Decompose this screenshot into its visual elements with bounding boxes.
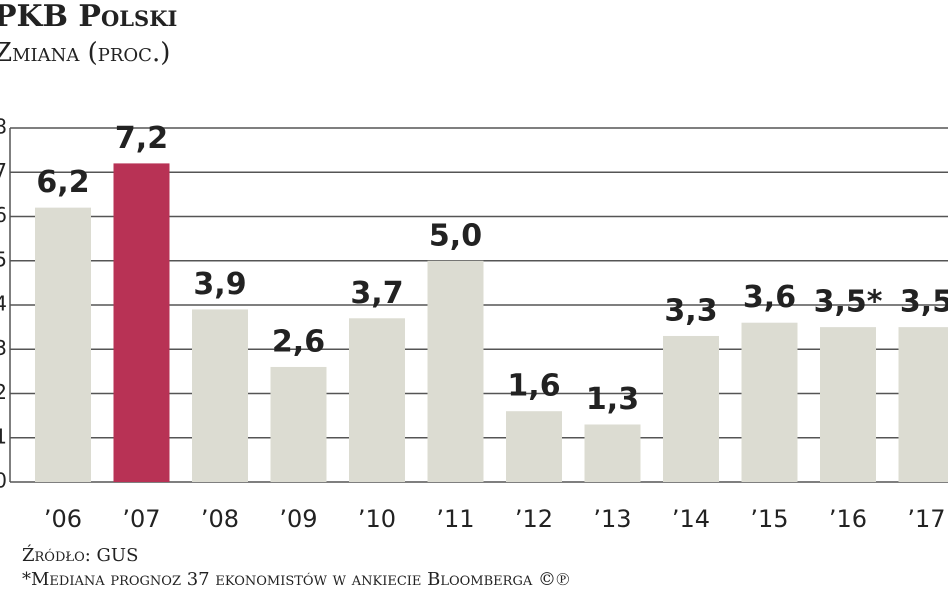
- value-label: 3,6: [743, 280, 796, 315]
- value-label: 7,2: [115, 121, 168, 156]
- y-tick-label: 5: [0, 247, 7, 271]
- value-label: 6,2: [36, 165, 89, 200]
- x-tick-label: ’15: [750, 505, 788, 533]
- x-tick-label: ’16: [829, 505, 867, 533]
- x-tick-label: ’11: [436, 505, 474, 533]
- value-label: 5,0: [429, 218, 482, 253]
- x-tick-label: ’07: [122, 505, 160, 533]
- x-tick-label: ’13: [593, 505, 631, 533]
- bar: [663, 335, 719, 482]
- y-tick-label: 6: [0, 203, 7, 227]
- bar: [898, 327, 948, 482]
- value-label: 3,5: [900, 285, 948, 320]
- y-tick-label: 7: [0, 159, 7, 183]
- value-label: 1,3: [586, 382, 639, 417]
- value-label: 2,6: [272, 324, 325, 359]
- x-tick-label: ’17: [907, 505, 945, 533]
- bar: [506, 411, 562, 482]
- x-tick-label: ’12: [515, 505, 553, 533]
- bar: [741, 322, 798, 482]
- chart-subtitle: Zmiana (proc.): [0, 38, 170, 68]
- y-tick-label: 1: [0, 424, 7, 448]
- value-label: 3,5*: [814, 285, 883, 320]
- bar: [349, 318, 405, 482]
- bar: [427, 260, 484, 482]
- value-label: 3,9: [193, 267, 246, 302]
- x-tick-label: ’09: [279, 505, 317, 533]
- bar: [35, 207, 91, 482]
- bar: [820, 327, 876, 482]
- value-label: 3,7: [350, 276, 403, 311]
- source: Źródło: GUS: [22, 543, 138, 566]
- value-label: 3,3: [664, 293, 717, 328]
- x-tick-label: ’14: [672, 505, 710, 533]
- y-tick-label: 8: [0, 115, 7, 139]
- y-tick-label: 4: [0, 292, 7, 316]
- note: *Mediana prognoz 37 ekonomistów w ankiec…: [22, 569, 570, 590]
- x-tick-label: ’10: [358, 505, 396, 533]
- value-label: 1,6: [507, 369, 560, 404]
- bar: [270, 366, 327, 482]
- chart-title: PKB Polski: [0, 0, 177, 34]
- y-tick-label: 0: [0, 469, 7, 493]
- x-tick-label: ’08: [201, 505, 239, 533]
- bar: [192, 309, 248, 482]
- x-tick-label: ’06: [44, 505, 82, 533]
- bar: [113, 163, 170, 482]
- y-tick-label: 3: [0, 336, 7, 360]
- bar: [584, 424, 641, 482]
- y-tick-label: 2: [0, 380, 7, 404]
